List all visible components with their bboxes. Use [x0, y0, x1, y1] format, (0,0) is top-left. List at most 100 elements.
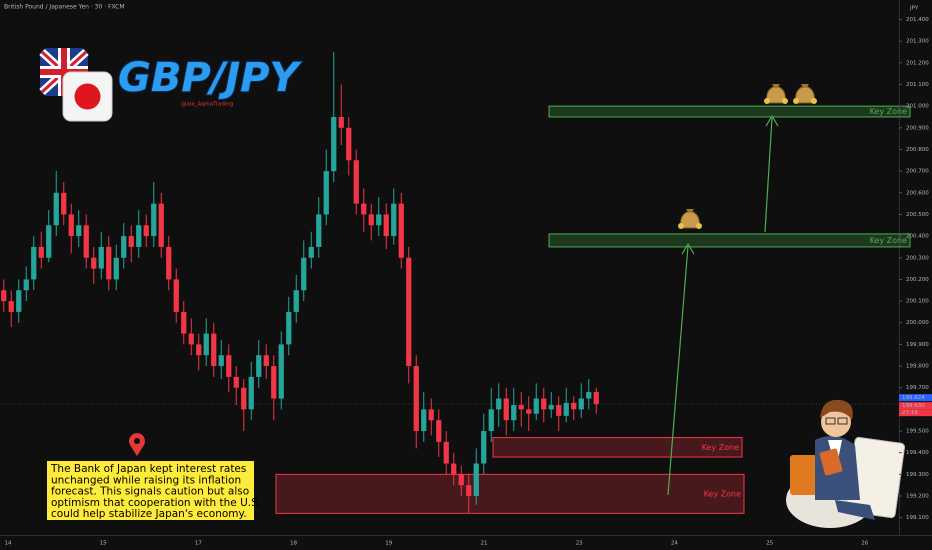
note-line: forecast. This signals caution but also: [51, 486, 249, 498]
price-tag-bg: [899, 409, 932, 417]
key-zone: [548, 233, 911, 248]
candle-body: [278, 344, 284, 399]
candle-body: [473, 463, 479, 497]
y-tick-label: 200.600: [906, 190, 929, 196]
candle-body: [458, 474, 464, 486]
candle-body: [53, 192, 59, 226]
key-zone-label: Key Zone: [870, 107, 907, 116]
x-tick-label: 18: [290, 541, 297, 547]
candle-body: [331, 116, 337, 172]
candle-body: [158, 203, 164, 247]
candle-body: [91, 257, 97, 269]
price-tag: 27:16: [902, 410, 918, 416]
candle-body: [466, 485, 472, 497]
logo: GBP/JPY: [118, 55, 302, 101]
candle-body: [301, 257, 307, 291]
candle-body: [106, 246, 112, 280]
y-tick-label: 200.400: [906, 234, 929, 240]
x-tick-label: 24: [671, 541, 678, 547]
candle-body: [293, 290, 299, 312]
candle-body: [143, 225, 149, 237]
candle-body: [391, 203, 397, 237]
candle-body: [361, 203, 367, 215]
candle-body: [346, 127, 352, 161]
candle-body: [286, 311, 292, 345]
candle-body: [518, 405, 524, 410]
illustration: [786, 399, 906, 528]
candle-body: [113, 257, 119, 280]
candle-body: [503, 398, 509, 421]
candle-body: [188, 333, 194, 345]
candle-body: [488, 409, 494, 432]
key-zone: [275, 473, 745, 514]
y-tick-label: 200.800: [906, 147, 929, 153]
x-tick-label: 19: [385, 541, 392, 547]
y-tick-label: 199.100: [906, 515, 929, 521]
y-tick-label: 201.100: [906, 82, 929, 88]
candle-body: [398, 203, 404, 258]
candle-body: [256, 355, 262, 377]
candle-body: [308, 246, 314, 258]
candle-body: [556, 405, 562, 416]
y-tick-label: 199.300: [906, 472, 929, 478]
price-tag: 199.630: [902, 403, 925, 409]
candle-body: [548, 405, 554, 410]
candle-body: [481, 431, 487, 464]
y-tick-label: 200.200: [906, 277, 929, 283]
candle-body: [526, 409, 532, 414]
candle-body: [1, 290, 7, 302]
candle-body: [16, 290, 22, 312]
y-tick-label: 201.000: [906, 104, 929, 110]
y-tick-label: 199.700: [906, 385, 929, 391]
candle-body: [443, 441, 449, 464]
candle-body: [46, 225, 52, 258]
note-line: unchanged while raising its inflation: [51, 474, 241, 486]
candle-body: [451, 463, 457, 475]
candle-body: [98, 246, 104, 269]
key-zone: [492, 437, 743, 458]
x-tick-label: 17: [195, 541, 202, 547]
map-pin: [129, 433, 145, 456]
candle-body: [541, 398, 547, 410]
candle-body: [203, 333, 209, 356]
candle-body: [173, 279, 179, 312]
candle-body: [196, 344, 202, 356]
y-tick-label: 201.200: [906, 60, 929, 66]
candle-body: [83, 225, 89, 258]
x-tick-label: 14: [5, 541, 12, 547]
y-tick-label: 199.500: [906, 429, 929, 435]
candle-body: [436, 420, 442, 442]
candle-body: [376, 214, 382, 226]
candle-body: [406, 257, 412, 367]
candle-body: [533, 398, 539, 414]
y-tick-label: 199.400: [906, 450, 929, 456]
x-tick-label: 23: [576, 541, 583, 547]
candle-body: [593, 392, 599, 405]
candle-body: [76, 225, 82, 237]
candle-body: [263, 355, 269, 367]
candle-body: [571, 402, 577, 410]
candle-body: [353, 160, 359, 204]
candle-body: [23, 279, 29, 291]
candle-body: [421, 409, 427, 432]
candle-body: [368, 214, 374, 226]
arrows: [667, 114, 779, 496]
money-bags: [678, 84, 817, 229]
y-tick-label: 200.900: [906, 125, 929, 131]
y-tick-label: 199.900: [906, 342, 929, 348]
note-box: [47, 461, 254, 520]
candle-body: [338, 116, 344, 128]
price-tag-bg: [899, 402, 932, 410]
candle-body: [151, 203, 157, 237]
y-tick-label: 200.500: [906, 212, 929, 218]
x-tick-label: 25: [766, 541, 773, 547]
candle-body: [68, 214, 74, 237]
price-tag-bg: [899, 394, 932, 402]
candle-body: [218, 355, 224, 367]
candle-body: [316, 214, 322, 247]
x-tick-label: 15: [100, 541, 107, 547]
candle-body: [136, 225, 142, 247]
note-line: could help stabilize Japan's economy.: [51, 508, 247, 520]
y-tick-label: 200.700: [906, 169, 929, 175]
